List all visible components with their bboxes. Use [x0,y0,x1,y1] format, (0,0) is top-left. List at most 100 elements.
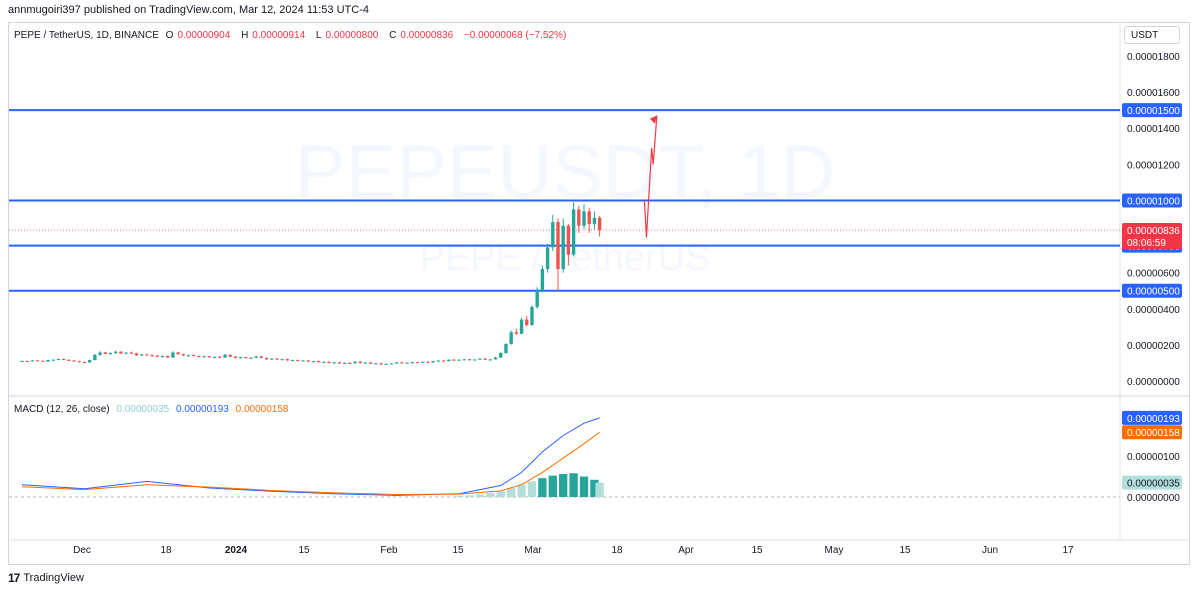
candle-body [280,359,284,361]
time-axis-label: Feb [380,545,398,556]
candle-body [134,353,139,356]
candle-body [337,362,342,364]
change-value: −0.00000068 (−7.52%) [463,30,567,41]
candle-body [379,363,383,365]
price-axis-tick: 0.00000600 [1127,269,1180,280]
candle-body [290,360,295,362]
macd-histogram-bar [517,484,526,497]
candle-body [457,359,461,361]
candle-body [98,352,102,355]
candle-body [436,360,440,362]
level-label-bg [1122,103,1182,118]
candle-body [285,359,290,361]
candle-body [353,361,357,364]
hist-value-label-bg [1122,475,1182,490]
candle-body [540,269,545,291]
candle-body [473,359,477,361]
candle-body [467,359,472,361]
currency-button[interactable]: USDT [1124,26,1180,44]
candle-body [566,225,571,255]
level-label-bg [1122,283,1182,298]
candle-body [145,354,149,356]
macd-title[interactable]: MACD (12, 26, close) [14,404,110,415]
chart-frame [8,22,1190,565]
candle-body [504,343,508,354]
footer-brand[interactable]: TradingView [23,572,84,584]
candle-body [582,211,586,226]
candle-body [374,363,378,365]
watermark-title: PEPEUSDT, 1D [295,130,836,215]
candle-body [46,360,50,362]
time-axis-label: 2024 [225,545,248,556]
candle-body [415,362,420,364]
price-axis-tick: 0.00001200 [1127,160,1180,171]
candle-body [113,351,118,354]
candle-body [483,358,487,360]
candle-body [275,358,279,360]
candle-body [197,356,201,358]
candle-body [264,357,269,360]
candle-body [571,209,576,255]
candle-body [509,332,513,344]
candle-body [67,359,71,361]
candle-body [431,361,435,363]
price-axis-tick: 0.00000000 [1127,377,1180,388]
time-axis-label: Apr [678,545,694,556]
candle-body [421,361,425,363]
symbol-title[interactable]: PEPE / TetherUS, 1D, BINANCE [14,30,159,41]
time-axis-label: 17 [1062,545,1074,556]
time-axis-label: 18 [160,545,172,556]
time-axis-label: 15 [452,545,464,556]
candle-body [82,362,87,364]
candle-body [296,360,300,362]
projection-arrow-head [649,115,657,124]
candle-body [488,359,493,361]
candle-body [166,355,170,358]
time-axis-label: Dec [73,545,91,556]
candle-body [30,360,35,362]
candle-body [493,357,498,360]
level-label: 0.00000500 [1127,287,1180,298]
time-axis-label: Jun [982,545,998,556]
candle-body [556,222,560,270]
projection-arrow-line [643,115,658,238]
publisher-line: annmugoiri397 published on TradingView.c… [8,4,369,16]
candle-body [597,217,602,231]
candle-body [61,358,66,360]
footer: 17 TradingView [8,571,84,585]
candle-body [192,355,196,357]
candle-body [77,361,81,363]
candle-body [223,354,227,358]
price-axis-tick: 0.00000200 [1127,341,1180,352]
candle-body [207,356,212,358]
candle-body [348,362,352,364]
candle-body [519,319,524,334]
candle-body [394,362,399,364]
candle-body [551,222,555,248]
macd-histogram-bar [527,481,537,497]
tradingview-logo-icon[interactable]: 17 [8,571,20,585]
macd-hist-value: 0.00000035 [116,404,170,415]
candle-body [441,360,446,362]
candle-body [181,354,186,356]
candle-body [358,361,362,363]
candle-body [254,356,258,358]
symbol-legend: PEPE / TetherUS, 1D, BINANCE O 0.00000904… [14,30,570,41]
time-axis-label: 18 [611,545,623,556]
candle-body [525,319,529,326]
candle-body [233,356,238,358]
price-axis-tick: 0.00001400 [1127,124,1180,135]
candle-body [301,360,305,362]
candle-body [129,352,133,354]
candle-body [108,353,113,355]
candle-body [56,358,61,360]
candle-body [244,357,248,359]
price-axis-tick: 0.00001800 [1127,52,1180,63]
candle-body [119,351,123,354]
macd-histogram-bar [496,491,505,497]
candle-body [155,355,159,357]
last-price-label-bg [1122,223,1182,250]
candle-body [327,361,331,363]
candle-body [35,360,40,362]
